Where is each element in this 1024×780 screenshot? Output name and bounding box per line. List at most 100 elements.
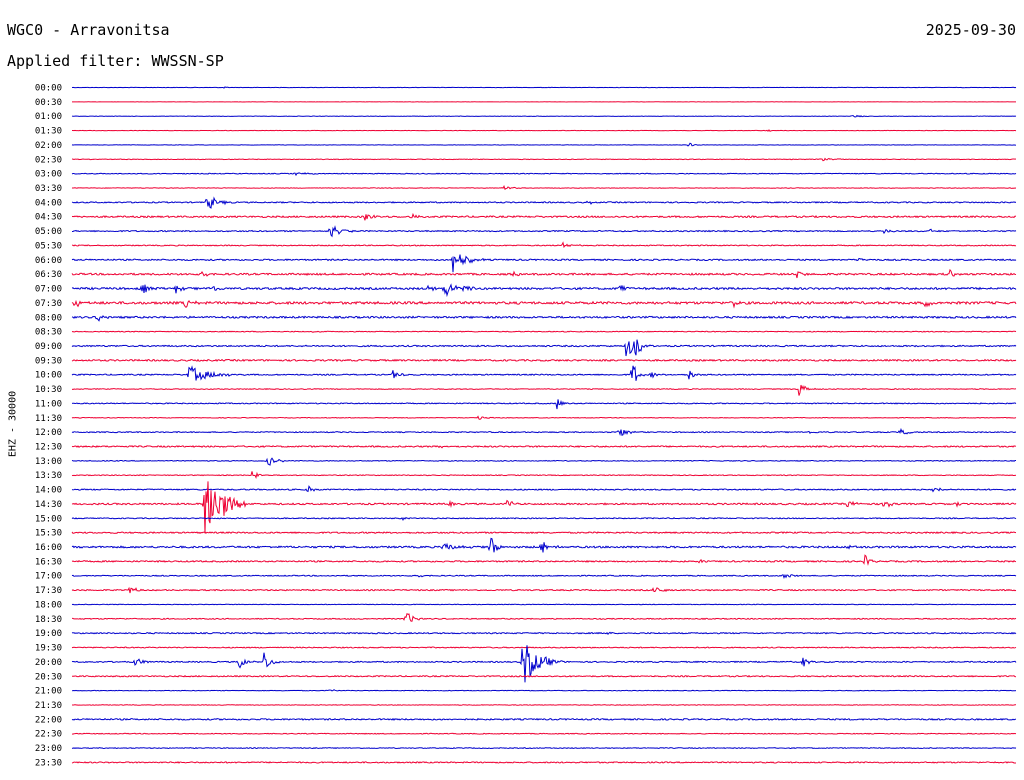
y-tick-label: 19:30 <box>35 644 62 654</box>
trace-row-1030 <box>71 384 1017 396</box>
trace-row-1530 <box>71 531 1017 535</box>
y-tick-label: 10:30 <box>35 385 62 395</box>
trace-row-1600 <box>71 537 1017 553</box>
trace-row-0830 <box>71 330 1017 333</box>
y-tick-label: 05:30 <box>35 241 62 251</box>
y-tick-label: 13:00 <box>35 457 62 467</box>
trace-row-2130 <box>71 704 1017 706</box>
trace-row-0100 <box>71 114 1017 118</box>
y-tick-label: 17:30 <box>35 586 62 596</box>
trace-row-0400 <box>71 196 1017 209</box>
trace-row-0630 <box>71 268 1017 279</box>
trace-row-2100 <box>71 689 1017 692</box>
trace-row-1200 <box>71 427 1017 437</box>
y-tick-label: 19:00 <box>35 629 62 639</box>
trace-row-2000 <box>71 645 1017 683</box>
y-tick-label: 22:30 <box>35 730 62 740</box>
y-tick-labels: 00:00 00:30 01:00 01:30 02:00 02:30 03:00 03:30… <box>35 84 62 769</box>
filter-label: Applied filter: WWSSN-SP <box>7 52 224 70</box>
trace-row-1400 <box>71 485 1017 493</box>
y-tick-label: 08:00 <box>35 313 62 323</box>
date-label: 2025-09-30 <box>925 21 1016 39</box>
trace-row-0900 <box>71 339 1017 357</box>
trace-row-1800 <box>71 603 1017 606</box>
y-tick-label: 12:00 <box>35 428 62 438</box>
trace-row-0000 <box>71 86 1017 89</box>
y-tick-label: 01:30 <box>35 127 62 137</box>
trace-row-1730 <box>71 586 1017 594</box>
y-tick-label: 05:00 <box>35 227 62 237</box>
trace-row-1130 <box>71 415 1017 420</box>
trace-row-1830 <box>71 612 1017 622</box>
trace-row-0300 <box>71 172 1017 177</box>
trace-row-1300 <box>71 457 1017 466</box>
trace-row-0130 <box>71 129 1017 132</box>
trace-row-0230 <box>71 157 1017 162</box>
station-title: WGC0 - Arravonitsa <box>7 21 170 39</box>
trace-row-2300 <box>71 747 1017 750</box>
trace-row-1430 <box>71 481 1017 534</box>
trace-row-2030 <box>71 674 1017 678</box>
y-tick-label: 02:00 <box>35 141 62 151</box>
trace-row-0530 <box>71 241 1017 249</box>
trace-row-0430 <box>71 212 1017 221</box>
trace-row-0700 <box>71 283 1017 298</box>
y-tick-label: 04:30 <box>35 213 62 223</box>
trace-row-1100 <box>71 399 1017 410</box>
trace-row-1700 <box>71 573 1017 579</box>
trace-row-1630 <box>71 554 1017 566</box>
y-tick-label: 12:30 <box>35 443 62 453</box>
y-tick-label: 06:00 <box>35 256 62 266</box>
y-tick-label: 03:30 <box>35 184 62 194</box>
trace-row-0930 <box>71 358 1017 362</box>
trace-row-2330 <box>71 761 1017 764</box>
y-tick-label: 10:00 <box>35 371 62 381</box>
y-tick-label: 17:00 <box>35 572 62 582</box>
trace-row-2200 <box>71 717 1017 721</box>
y-tick-label: 18:30 <box>35 615 62 625</box>
y-tick-label: 08:30 <box>35 328 62 338</box>
y-tick-label: 21:00 <box>35 687 62 697</box>
trace-row-0800 <box>71 315 1017 322</box>
y-tick-label: 09:00 <box>35 342 62 352</box>
trace-row-1900 <box>71 631 1017 635</box>
y-tick-label: 23:00 <box>35 744 62 754</box>
y-tick-label: 02:30 <box>35 155 62 165</box>
y-tick-label: 01:00 <box>35 112 62 122</box>
trace-row-2230 <box>71 732 1017 735</box>
y-tick-label: 20:30 <box>35 672 62 682</box>
y-tick-label: 04:00 <box>35 198 62 208</box>
y-tick-label: 15:30 <box>35 529 62 539</box>
y-tick-label: 18:00 <box>35 600 62 610</box>
trace-row-1500 <box>71 516 1017 522</box>
y-tick-label: 21:30 <box>35 701 62 711</box>
y-tick-label: 07:30 <box>35 299 62 309</box>
trace-row-1330 <box>71 471 1017 480</box>
trace-row-1230 <box>71 445 1017 449</box>
y-tick-label: 16:30 <box>35 557 62 567</box>
y-tick-label: 06:30 <box>35 270 62 280</box>
y-tick-label: 15:00 <box>35 514 62 524</box>
y-tick-label: 14:00 <box>35 486 62 496</box>
y-tick-label: 20:00 <box>35 658 62 668</box>
trace-row-0200 <box>71 142 1017 147</box>
y-tick-label: 00:30 <box>35 98 62 108</box>
seismic-traces <box>71 86 1017 764</box>
y-tick-label: 22:00 <box>35 715 62 725</box>
y-tick-label: 14:30 <box>35 500 62 510</box>
y-tick-label: 00:00 <box>35 84 62 94</box>
trace-row-1000 <box>71 365 1017 381</box>
y-tick-label: 13:30 <box>35 471 62 481</box>
y-tick-label: 23:30 <box>35 758 62 768</box>
y-tick-label: 09:30 <box>35 356 62 366</box>
y-tick-label: 11:30 <box>35 414 62 424</box>
y-tick-label: 03:00 <box>35 170 62 180</box>
trace-row-1930 <box>71 646 1017 649</box>
y-tick-label: 07:00 <box>35 285 62 295</box>
trace-row-0500 <box>71 225 1017 238</box>
trace-row-0600 <box>71 254 1017 273</box>
trace-row-0330 <box>71 185 1017 190</box>
y-tick-label: 11:00 <box>35 399 62 409</box>
y-tick-label: 16:00 <box>35 543 62 553</box>
